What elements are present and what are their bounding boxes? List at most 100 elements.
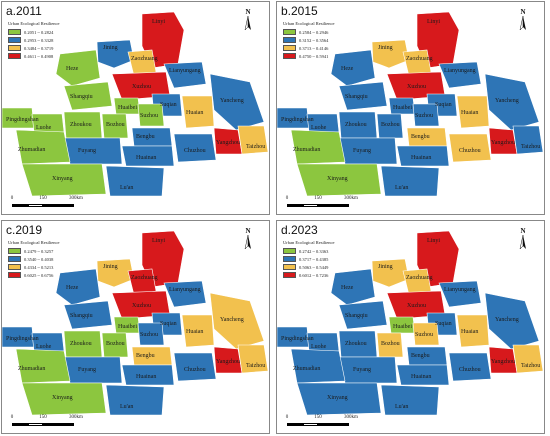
city-label: Pingdingshan xyxy=(281,117,314,123)
city-label: Xuzhou xyxy=(132,84,151,90)
legend-item: 0.2584 ~ 0.2946 xyxy=(283,28,328,36)
city-label: Luohe xyxy=(311,344,327,350)
legend-label: 0.2742 ~ 0.3363 xyxy=(299,248,329,254)
region-jining xyxy=(371,258,410,288)
legend-label: 0.4334 ~ 0.5213 xyxy=(24,264,54,270)
legend-label: 0.3717 ~ 0.4385 xyxy=(299,256,329,262)
city-label: Zhoukou xyxy=(345,341,367,347)
legend-swatch xyxy=(8,53,21,59)
city-label: Zhoukou xyxy=(70,122,92,128)
city-label: Jining xyxy=(378,45,393,51)
region-lianyungang xyxy=(163,61,207,89)
region-huaian xyxy=(456,95,490,129)
city-label: Lu'an xyxy=(395,404,408,410)
scale-bar: 0 150 300km xyxy=(285,196,407,210)
city-label: Lianyungang xyxy=(169,68,201,74)
legend-swatch xyxy=(8,256,21,262)
scale-bar: 0 150 300km xyxy=(11,415,132,429)
legend-swatch xyxy=(283,264,296,270)
scale-label-zero: 0 xyxy=(285,196,289,201)
legend-item: 0.2953 ~ 0.3328 xyxy=(8,36,53,44)
region-heze xyxy=(330,49,376,87)
legend-swatch xyxy=(8,264,21,270)
city-label: Huaian xyxy=(461,110,478,116)
region-huaian xyxy=(181,314,215,348)
scale-label-mid: 150 xyxy=(39,196,47,201)
region-heze xyxy=(55,49,101,87)
legend-swatch xyxy=(8,248,21,254)
city-label: Suqian xyxy=(435,102,452,108)
city-label: Fuyang xyxy=(78,148,96,154)
city-label: Pingdingshan xyxy=(6,336,39,342)
city-label: Taizhou xyxy=(521,144,540,150)
legend: 0.2742 ~ 0.3363 0.3717 ~ 0.4385 0.5063 ~… xyxy=(283,247,328,279)
region-suzhou xyxy=(137,322,165,346)
region-huaian xyxy=(181,95,215,129)
city-label: Shangqiu xyxy=(345,313,368,319)
region-zaozhuang xyxy=(402,49,432,77)
city-label: Suqian xyxy=(435,321,452,327)
city-label: Taizhou xyxy=(521,363,540,369)
legend-label: 0.6012 ~ 0.7236 xyxy=(299,272,329,278)
city-label: Huaibei xyxy=(118,324,137,330)
region-lianyungang xyxy=(438,61,482,89)
region-jining xyxy=(96,258,135,288)
legend-item: 0.6012 ~ 0.7236 xyxy=(283,271,328,279)
city-label: Lianyungang xyxy=(169,287,201,293)
city-label: Yancheng xyxy=(495,98,519,104)
legend-swatch xyxy=(283,256,296,262)
panel-title: d.2023 xyxy=(281,223,318,237)
legend-item: 0.3713 ~ 0.4146 xyxy=(283,44,328,52)
region-suzhou xyxy=(412,322,440,346)
region-bozhou xyxy=(376,332,404,358)
region-heze xyxy=(55,268,101,306)
city-label: Taizhou xyxy=(246,144,265,150)
city-label: Fuyang xyxy=(353,367,371,373)
legend-title: Urban Ecological Resilience xyxy=(8,21,60,26)
north-arrow-icon: N xyxy=(512,227,534,253)
city-label: Heze xyxy=(66,285,79,291)
region-xinyang xyxy=(296,163,382,197)
region-bozhou xyxy=(376,113,404,139)
region-taizhou xyxy=(237,344,269,374)
legend-swatch xyxy=(8,37,21,43)
legend-title: Urban Ecological Resilience xyxy=(283,240,335,245)
legend-item: 0.6025 ~ 0.6756 xyxy=(8,271,53,279)
map-canvas: Jining Linyi Heze Zaozhuang Lianyungang Xuzho… xyxy=(277,230,544,416)
legend: 0.2584 ~ 0.2946 0.3152 ~ 0.3564 0.3713 ~… xyxy=(283,28,328,60)
legend-title: Urban Ecological Resilience xyxy=(8,240,60,245)
legend-swatch xyxy=(283,272,296,278)
legend-item: 0.4750 ~ 0.5941 xyxy=(283,52,328,60)
city-label: Bozhou xyxy=(106,341,125,347)
city-label: Zaozhuang xyxy=(406,275,433,281)
city-label: Linyi xyxy=(152,238,165,244)
city-label: Chuzhou xyxy=(184,148,206,154)
legend-item: 0.3484 ~ 0.3719 xyxy=(8,44,53,52)
region-luan xyxy=(105,384,165,416)
city-label: Yangzhou xyxy=(491,359,515,365)
region-huaian xyxy=(456,314,490,348)
legend-swatch xyxy=(8,29,21,35)
legend: 0.2051 ~ 0.2824 0.2953 ~ 0.3328 0.3484 ~… xyxy=(8,28,53,60)
region-luan xyxy=(105,165,165,197)
legend-label: 0.2051 ~ 0.2824 xyxy=(24,29,54,35)
city-label: Huaian xyxy=(461,329,478,335)
city-label: Zhumadian xyxy=(18,147,45,153)
legend-title: Urban Ecological Resilience xyxy=(283,21,335,26)
city-label: Heze xyxy=(341,66,354,72)
legend-label: 0.3484 ~ 0.3719 xyxy=(24,45,54,51)
region-zhumadian xyxy=(290,348,346,384)
legend-item: 0.2051 ~ 0.2824 xyxy=(8,28,53,36)
city-label: Bengbu xyxy=(136,134,155,140)
region-suzhou xyxy=(137,103,165,127)
north-arrow-icon: N xyxy=(237,227,259,253)
legend-item: 0.2479 ~ 0.3257 xyxy=(8,247,53,255)
legend-swatch xyxy=(283,29,296,35)
region-shangqiu xyxy=(63,81,113,111)
region-chuzhou xyxy=(448,133,492,163)
city-label: Suqian xyxy=(160,321,177,327)
north-label: N xyxy=(245,8,251,16)
legend-label: 0.5063 ~ 0.5449 xyxy=(299,264,329,270)
region-chuzhou xyxy=(173,133,217,163)
